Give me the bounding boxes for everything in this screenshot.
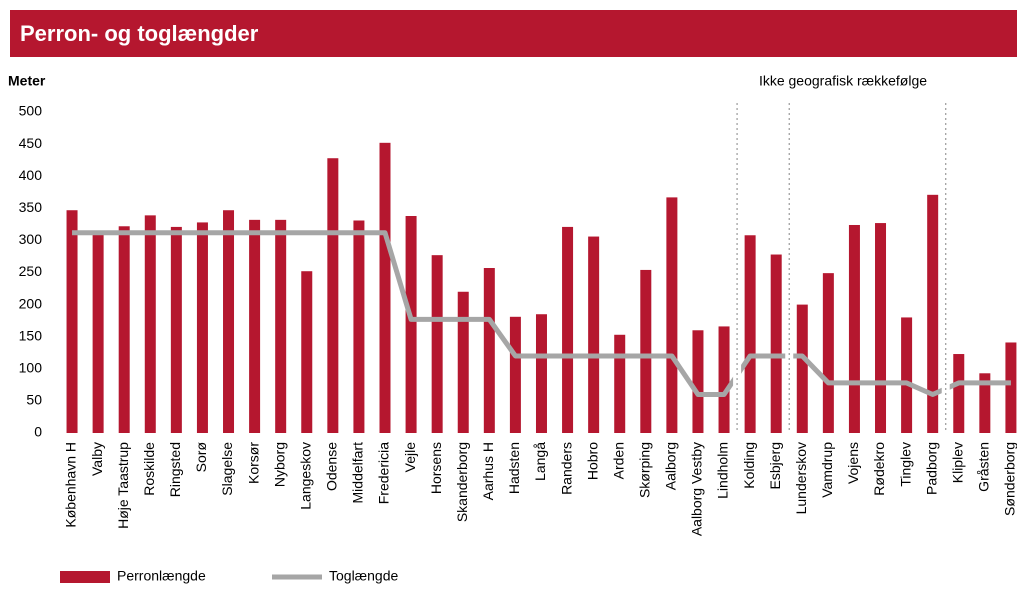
y-tick-label: 50 xyxy=(26,392,42,408)
y-tick-label: 500 xyxy=(19,103,43,119)
legend-label: Perronlængde xyxy=(117,568,206,584)
bar xyxy=(640,269,652,433)
bar xyxy=(483,268,495,433)
x-tick-label: Hadsten xyxy=(506,442,522,494)
bar xyxy=(875,223,887,433)
x-tick-label: Sorø xyxy=(193,442,209,473)
bar xyxy=(588,236,600,433)
annotation: Ikke geografisk rækkefølge xyxy=(759,73,927,89)
bar xyxy=(353,220,365,433)
bar xyxy=(92,232,104,433)
bar xyxy=(718,326,730,433)
bar xyxy=(744,235,756,433)
bar xyxy=(196,222,208,433)
bar xyxy=(431,255,443,433)
y-tick-label: 100 xyxy=(19,360,43,376)
bar xyxy=(562,226,574,433)
bar xyxy=(692,330,704,433)
x-tick-label: Kolding xyxy=(741,442,757,489)
bar xyxy=(66,210,78,433)
x-tick-label: Tinglev xyxy=(897,442,913,487)
bar xyxy=(118,226,130,433)
bar xyxy=(927,194,939,433)
bar xyxy=(327,158,339,433)
x-tick-label: Langeskov xyxy=(297,442,313,510)
x-tick-label: Horsens xyxy=(428,442,444,494)
x-tick-label: Vojens xyxy=(845,442,861,484)
bar xyxy=(822,273,834,433)
x-tick-label: Aalborg xyxy=(663,442,679,490)
x-tick-label: Hobro xyxy=(584,442,600,480)
y-tick-label: 0 xyxy=(34,424,42,440)
bar xyxy=(301,271,313,433)
x-tick-label: Middelfart xyxy=(350,442,366,504)
x-tick-label: Aarhus H xyxy=(480,442,496,500)
bar xyxy=(144,215,156,433)
bar xyxy=(405,216,417,433)
x-tick-label: Langå xyxy=(532,442,548,481)
x-tick-label: Arden xyxy=(610,442,626,479)
x-tick-label: Padborg xyxy=(923,442,939,495)
y-tick-label: 400 xyxy=(19,167,43,183)
bar xyxy=(535,314,547,433)
bar xyxy=(509,316,521,433)
y-tick-label: 250 xyxy=(19,263,43,279)
x-tick-label: Esbjerg xyxy=(767,442,783,489)
x-tick-label: Fredericia xyxy=(376,442,392,504)
x-tick-label: Valby xyxy=(89,442,105,476)
y-axis-label: Meter xyxy=(8,73,46,89)
bar xyxy=(223,210,235,433)
x-tick-label: Odense xyxy=(324,442,340,491)
x-tick-label: Vamdrup xyxy=(819,442,835,498)
x-tick-label: Nyborg xyxy=(271,442,287,487)
x-tick-label: Randers xyxy=(558,442,574,495)
x-tick-label: Ringsted xyxy=(167,442,183,497)
bar xyxy=(614,334,626,433)
title-bar xyxy=(10,10,1017,57)
y-tick-label: 450 xyxy=(19,135,43,151)
bar xyxy=(901,317,913,433)
bar xyxy=(457,291,469,433)
x-tick-label: Høje Taastrup xyxy=(115,442,131,529)
line xyxy=(72,230,1011,397)
x-tick-label: Sønderborg xyxy=(1002,442,1017,516)
x-tick-label: København H xyxy=(63,442,79,528)
y-tick-label: 200 xyxy=(19,295,43,311)
chart-title: Perron- og toglængder xyxy=(20,21,259,46)
x-tick-label: Lindholm xyxy=(715,442,731,499)
x-tick-label: Lunderskov xyxy=(793,442,809,514)
y-tick-label: 350 xyxy=(19,199,43,215)
x-tick-label: Slagelse xyxy=(219,442,235,496)
x-tick-label: Vejle xyxy=(402,442,418,473)
legend-swatch xyxy=(60,571,110,583)
bar xyxy=(796,304,808,433)
x-tick-label: Kliplev xyxy=(949,442,965,483)
bar xyxy=(275,219,287,433)
y-tick-label: 150 xyxy=(19,327,43,343)
x-tick-label: Gråsten xyxy=(976,442,992,492)
legend-label: Toglængde xyxy=(329,568,398,584)
bar xyxy=(1005,342,1017,433)
x-tick-label: Roskilde xyxy=(141,442,157,496)
bar xyxy=(953,354,965,433)
x-tick-label: Korsør xyxy=(245,442,261,484)
bar xyxy=(379,142,391,434)
x-tick-label: Skanderborg xyxy=(454,442,470,522)
bar xyxy=(770,254,782,433)
x-tick-label: Skørping xyxy=(637,442,653,498)
bar xyxy=(848,224,860,433)
bar xyxy=(170,226,182,433)
x-tick-label: Rødekro xyxy=(871,442,887,496)
x-tick-label: Aalborg Vestby xyxy=(689,442,705,536)
y-tick-label: 300 xyxy=(19,231,43,247)
bar xyxy=(666,197,678,433)
bar xyxy=(249,219,261,433)
bar xyxy=(979,373,991,433)
